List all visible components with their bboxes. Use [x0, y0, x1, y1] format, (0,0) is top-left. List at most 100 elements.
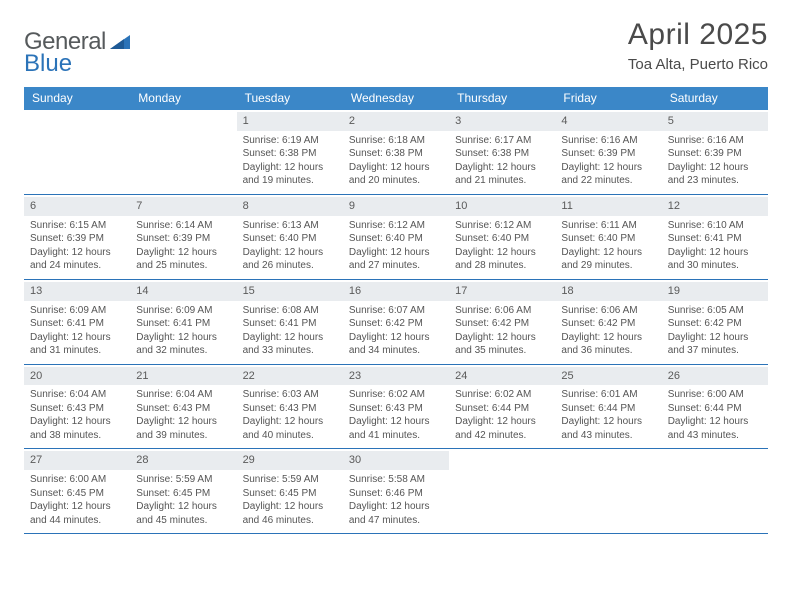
calendar-header-row: Sunday Monday Tuesday Wednesday Thursday… — [24, 87, 768, 110]
day-details: Sunrise: 6:13 AMSunset: 6:40 PMDaylight:… — [243, 219, 337, 273]
calendar-day: 26 Sunrise: 6:00 AMSunset: 6:44 PMDayligh… — [662, 365, 768, 449]
day-number: 26 — [662, 367, 768, 386]
col-header: Monday — [130, 87, 236, 110]
calendar-day: 10Sunrise: 6:12 AMSunset: 6:40 PMDayligh… — [449, 195, 555, 279]
day-details: Sunrise: 6:00 AMSunset: 6:45 PMDaylight:… — [30, 473, 124, 527]
day-details: Sunrise: 6:17 AMSunset: 6:38 PMDaylight:… — [455, 134, 549, 188]
calendar-week: 27 Sunrise: 6:00 AMSunset: 6:45 PMDayligh… — [24, 449, 768, 534]
day-number: 9 — [343, 197, 449, 216]
calendar-day: 20Sunrise: 6:04 AMSunset: 6:43 PMDayligh… — [24, 365, 130, 449]
calendar-day: 8 Sunrise: 6:13 AMSunset: 6:40 PMDaylight… — [237, 195, 343, 279]
title-block: April 2025 Toa Alta, Puerto Rico — [628, 18, 768, 73]
calendar-day: 17 Sunrise: 6:06 AMSunset: 6:42 PMDayligh… — [449, 280, 555, 364]
day-number: 14 — [130, 282, 236, 301]
day-details: Sunrise: 6:06 AMSunset: 6:42 PMDaylight:… — [561, 304, 655, 358]
calendar-day-blank — [555, 449, 661, 533]
day-details: Sunrise: 6:04 AMSunset: 6:43 PMDaylight:… — [136, 388, 230, 442]
day-number: 18 — [555, 282, 661, 301]
day-number: 15 — [237, 282, 343, 301]
day-details: Sunrise: 6:16 AMSunset: 6:39 PMDaylight:… — [668, 134, 762, 188]
page-subtitle: Toa Alta, Puerto Rico — [628, 56, 768, 73]
calendar-day: 23 Sunrise: 6:02 AMSunset: 6:43 PMDayligh… — [343, 365, 449, 449]
calendar-week: 20Sunrise: 6:04 AMSunset: 6:43 PMDayligh… — [24, 365, 768, 450]
day-details: Sunrise: 6:09 AMSunset: 6:41 PMDaylight:… — [30, 304, 124, 358]
day-details: Sunrise: 6:10 AMSunset: 6:41 PMDaylight:… — [668, 219, 762, 273]
calendar-day: 5Sunrise: 6:16 AMSunset: 6:39 PMDaylight… — [662, 110, 768, 194]
day-number: 23 — [343, 367, 449, 386]
day-number: 30 — [343, 451, 449, 470]
day-number: 6 — [24, 197, 130, 216]
calendar-day: 18 Sunrise: 6:06 AMSunset: 6:42 PMDayligh… — [555, 280, 661, 364]
day-details: Sunrise: 5:58 AMSunset: 6:46 PMDaylight:… — [349, 473, 443, 527]
day-number: 4 — [555, 112, 661, 131]
day-number: 16 — [343, 282, 449, 301]
calendar-day: 28 Sunrise: 5:59 AMSunset: 6:45 PMDayligh… — [130, 449, 236, 533]
col-header: Wednesday — [343, 87, 449, 110]
calendar-day: 11 Sunrise: 6:11 AMSunset: 6:40 PMDayligh… — [555, 195, 661, 279]
day-number: 8 — [237, 197, 343, 216]
calendar-day: 19 Sunrise: 6:05 AMSunset: 6:42 PMDayligh… — [662, 280, 768, 364]
day-details: Sunrise: 6:04 AMSunset: 6:43 PMDaylight:… — [30, 388, 124, 442]
calendar-day: 2 Sunrise: 6:18 AMSunset: 6:38 PMDaylight… — [343, 110, 449, 194]
day-number: 11 — [555, 197, 661, 216]
calendar-day: 13Sunrise: 6:09 AMSunset: 6:41 PMDayligh… — [24, 280, 130, 364]
day-details: Sunrise: 6:08 AMSunset: 6:41 PMDaylight:… — [243, 304, 337, 358]
day-details: Sunrise: 6:12 AMSunset: 6:40 PMDaylight:… — [349, 219, 443, 273]
day-details: Sunrise: 6:02 AMSunset: 6:44 PMDaylight:… — [455, 388, 549, 442]
day-number: 1 — [237, 112, 343, 131]
calendar-day-blank — [130, 110, 236, 194]
calendar-day: 16 Sunrise: 6:07 AMSunset: 6:42 PMDayligh… — [343, 280, 449, 364]
calendar-day: 29Sunrise: 5:59 AMSunset: 6:45 PMDayligh… — [237, 449, 343, 533]
calendar-day: 1 Sunrise: 6:19 AMSunset: 6:38 PMDaylight… — [237, 110, 343, 194]
day-number: 28 — [130, 451, 236, 470]
day-number: 24 — [449, 367, 555, 386]
calendar-day: 30 Sunrise: 5:58 AMSunset: 6:46 PMDayligh… — [343, 449, 449, 533]
day-number: 10 — [449, 197, 555, 216]
day-number: 19 — [662, 282, 768, 301]
page-title: April 2025 — [628, 18, 768, 52]
day-details: Sunrise: 6:14 AMSunset: 6:39 PMDaylight:… — [136, 219, 230, 273]
calendar-week: 6Sunrise: 6:15 AMSunset: 6:39 PMDaylight… — [24, 195, 768, 280]
calendar-day-blank — [449, 449, 555, 533]
calendar-day: 21 Sunrise: 6:04 AMSunset: 6:43 PMDayligh… — [130, 365, 236, 449]
calendar-body: 1 Sunrise: 6:19 AMSunset: 6:38 PMDaylight… — [24, 110, 768, 534]
day-details: Sunrise: 6:03 AMSunset: 6:43 PMDaylight:… — [243, 388, 337, 442]
col-header: Friday — [555, 87, 661, 110]
calendar-day: 4 Sunrise: 6:16 AMSunset: 6:39 PMDaylight… — [555, 110, 661, 194]
day-number: 2 — [343, 112, 449, 131]
calendar-day: 6Sunrise: 6:15 AMSunset: 6:39 PMDaylight… — [24, 195, 130, 279]
day-number: 7 — [130, 197, 236, 216]
day-details: Sunrise: 6:09 AMSunset: 6:41 PMDaylight:… — [136, 304, 230, 358]
day-details: Sunrise: 6:05 AMSunset: 6:42 PMDaylight:… — [668, 304, 762, 358]
day-details: Sunrise: 6:00 AMSunset: 6:44 PMDaylight:… — [668, 388, 762, 442]
day-number: 25 — [555, 367, 661, 386]
calendar-day: 12 Sunrise: 6:10 AMSunset: 6:41 PMDayligh… — [662, 195, 768, 279]
logo-text-2: Blue — [24, 50, 72, 78]
day-details: Sunrise: 5:59 AMSunset: 6:45 PMDaylight:… — [243, 473, 337, 527]
day-number: 17 — [449, 282, 555, 301]
day-number: 21 — [130, 367, 236, 386]
day-details: Sunrise: 6:18 AMSunset: 6:38 PMDaylight:… — [349, 134, 443, 188]
day-details: Sunrise: 6:01 AMSunset: 6:44 PMDaylight:… — [561, 388, 655, 442]
day-number: 22 — [237, 367, 343, 386]
day-details: Sunrise: 6:16 AMSunset: 6:39 PMDaylight:… — [561, 134, 655, 188]
day-number: 12 — [662, 197, 768, 216]
calendar-day: 7 Sunrise: 6:14 AMSunset: 6:39 PMDaylight… — [130, 195, 236, 279]
calendar-day: 22 Sunrise: 6:03 AMSunset: 6:43 PMDayligh… — [237, 365, 343, 449]
col-header: Tuesday — [237, 87, 343, 110]
calendar-day: 24 Sunrise: 6:02 AMSunset: 6:44 PMDayligh… — [449, 365, 555, 449]
calendar-day: 25 Sunrise: 6:01 AMSunset: 6:44 PMDayligh… — [555, 365, 661, 449]
calendar-week: 1 Sunrise: 6:19 AMSunset: 6:38 PMDaylight… — [24, 110, 768, 195]
col-header: Saturday — [662, 87, 768, 110]
day-details: Sunrise: 6:06 AMSunset: 6:42 PMDaylight:… — [455, 304, 549, 358]
day-details: Sunrise: 5:59 AMSunset: 6:45 PMDaylight:… — [136, 473, 230, 527]
day-number: 27 — [24, 451, 130, 470]
day-details: Sunrise: 6:19 AMSunset: 6:38 PMDaylight:… — [243, 134, 337, 188]
day-number: 3 — [449, 112, 555, 131]
day-details: Sunrise: 6:07 AMSunset: 6:42 PMDaylight:… — [349, 304, 443, 358]
calendar-day: 3 Sunrise: 6:17 AMSunset: 6:38 PMDaylight… — [449, 110, 555, 194]
header: General April 2025 Toa Alta, Puerto Rico — [24, 18, 768, 73]
calendar-day-blank — [662, 449, 768, 533]
day-details: Sunrise: 6:02 AMSunset: 6:43 PMDaylight:… — [349, 388, 443, 442]
day-details: Sunrise: 6:11 AMSunset: 6:40 PMDaylight:… — [561, 219, 655, 273]
